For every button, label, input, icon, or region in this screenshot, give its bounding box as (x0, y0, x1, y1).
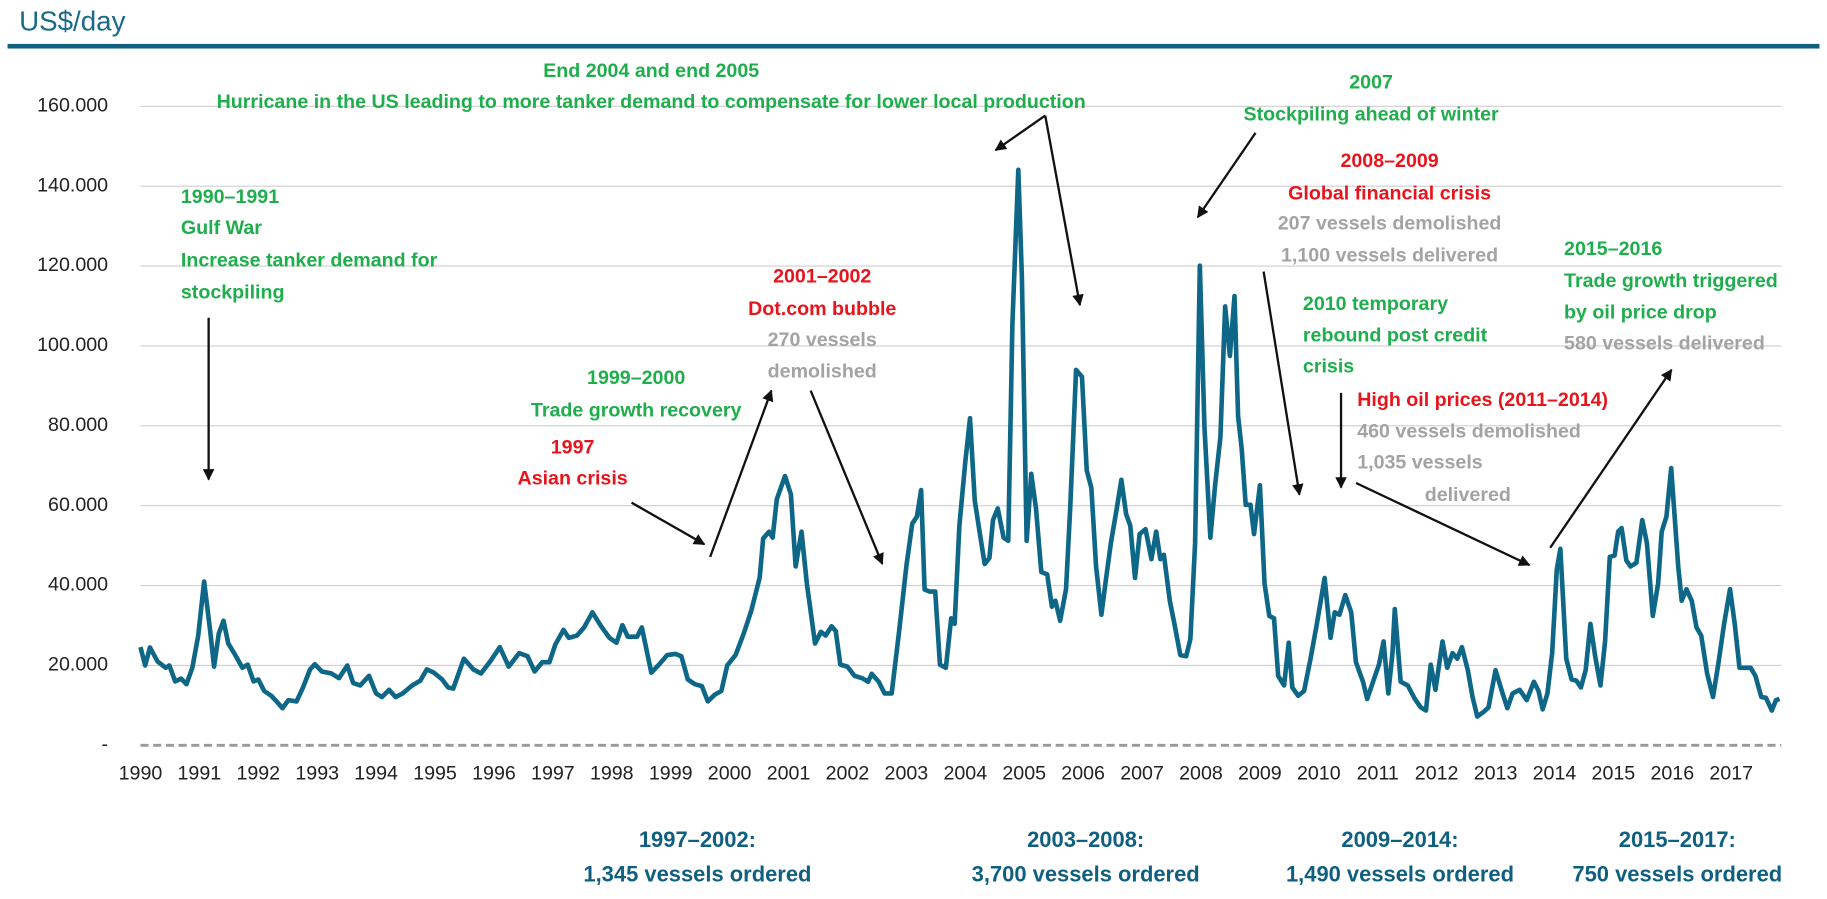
annotation: rebound post credit (1303, 324, 1488, 346)
x-tick-label: 2011 (1357, 762, 1399, 784)
period-note: 1,345 vessels ordered (583, 862, 811, 887)
annotation: High oil prices (2011–2014) (1357, 389, 1608, 411)
y-tick-label: 60.000 (48, 494, 108, 516)
period-note: 2009–2014: (1341, 827, 1458, 852)
annotation: Trade growth triggered (1564, 270, 1778, 292)
annotation: 1997 (551, 437, 595, 459)
x-tick-label: 2001 (767, 762, 811, 784)
annotation: 580 vessels delivered (1564, 333, 1765, 355)
annotation: 2008–2009 (1340, 150, 1438, 172)
x-tick-label: 2009 (1238, 762, 1282, 784)
x-tick-label: 2006 (1061, 762, 1105, 784)
annotation: Asian crisis (518, 468, 628, 490)
annotation: 2010 temporary (1303, 293, 1448, 315)
x-tick-label: 1998 (590, 762, 634, 784)
y-tick-label: 140.000 (37, 174, 108, 196)
data-line (138, 167, 1781, 719)
x-tick-label: 1996 (472, 762, 516, 784)
x-tick-label: 1993 (295, 762, 339, 784)
x-tick-label: 2010 (1297, 762, 1341, 784)
x-tick-label: 2008 (1179, 762, 1223, 784)
x-tick-label: 2004 (943, 762, 987, 784)
annotation: 1,035 vessels (1357, 452, 1483, 474)
annotation: demolished (768, 360, 877, 382)
annotation: 207 vessels demolished (1278, 212, 1502, 234)
annotation: 2007 (1349, 71, 1393, 93)
x-tick-label: 1992 (236, 762, 280, 784)
x-tick-label: 1991 (178, 762, 222, 784)
y-tick-label: 100.000 (37, 334, 108, 356)
annotation: 1999–2000 (587, 367, 685, 389)
x-tick-label: 2007 (1120, 762, 1164, 784)
annotation: Trade growth recovery (531, 400, 742, 422)
y-tick-label: 120.000 (37, 254, 108, 276)
x-tick-label: 2015 (1592, 762, 1636, 784)
y-tick-label: 80.000 (48, 414, 108, 436)
period-note: 1,490 vessels ordered (1286, 862, 1514, 887)
x-tick-label: 2016 (1650, 762, 1694, 784)
annotation: crisis (1303, 356, 1354, 378)
x-tick-label: 2017 (1709, 762, 1753, 784)
x-tick-label: 1997 (531, 762, 575, 784)
period-note: 3,700 vessels ordered (972, 862, 1200, 887)
annotation: by oil price drop (1564, 301, 1717, 323)
annotation: 2015–2016 (1564, 238, 1662, 260)
annotation: Gulf War (181, 217, 262, 239)
y-tick-label: 160.000 (37, 94, 108, 116)
x-tick-label: 1994 (354, 762, 398, 784)
x-tick-label: 1995 (413, 762, 457, 784)
x-tick-label: 2012 (1415, 762, 1459, 784)
x-tick-label: 1990 (119, 762, 163, 784)
x-tick-label: 2003 (885, 762, 929, 784)
annotation: delivered (1425, 484, 1511, 506)
y-tick-label: 20.000 (48, 654, 108, 676)
x-tick-label: 1999 (649, 762, 693, 784)
annotation: End 2004 and end 2005 (543, 60, 759, 82)
period-note: 750 vessels ordered (1572, 862, 1782, 887)
period-note: 1997–2002: (639, 827, 756, 852)
annotation: Hurricane in the US leading to more tank… (217, 91, 1086, 113)
annotation: Increase tanker demand for (181, 249, 438, 271)
y-tick-label: - (102, 734, 109, 756)
period-note: 2015–2017: (1619, 827, 1736, 852)
unit-label: US$/day (19, 5, 125, 36)
annotation: Global financial crisis (1288, 182, 1491, 204)
arrows (202, 114, 1673, 567)
annotation: 1,100 vessels delivered (1281, 245, 1498, 267)
y-tick-label: 40.000 (48, 574, 108, 596)
x-tick-label: 2000 (708, 762, 752, 784)
x-tick-label: 2002 (826, 762, 870, 784)
annotation: Dot.com bubble (748, 298, 896, 320)
annotation: Stockpiling ahead of winter (1244, 104, 1500, 126)
x-tick-label: 2014 (1533, 762, 1577, 784)
header-rule (7, 43, 1820, 49)
annotation: stockpiling (181, 282, 285, 304)
annotation: 2001–2002 (773, 266, 871, 288)
annotation: 270 vessels (768, 329, 877, 351)
annotation: 460 vessels demolished (1357, 420, 1581, 442)
x-tick-label: 2005 (1002, 762, 1046, 784)
period-note: 2003–2008: (1027, 827, 1144, 852)
annotation: 1990–1991 (181, 186, 279, 208)
x-tick-label: 2013 (1474, 762, 1518, 784)
